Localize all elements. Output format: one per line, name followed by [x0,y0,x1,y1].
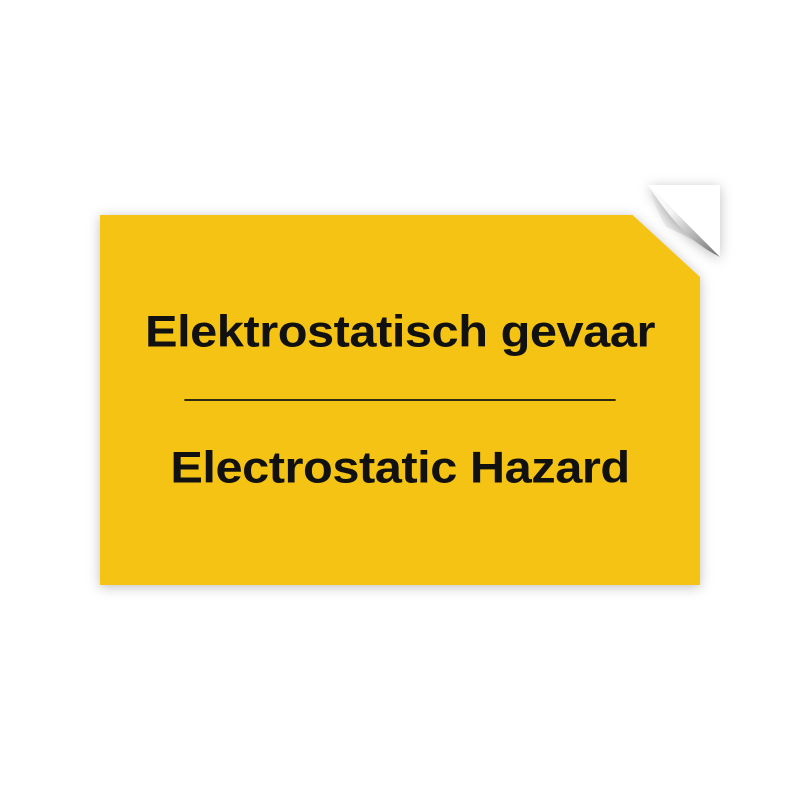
warning-text-dutch: Elektrostatisch gevaar [145,306,655,358]
divider-line [184,399,615,401]
warning-text-english: Electrostatic Hazard [170,442,629,494]
sign-background: Elektrostatisch gevaar Electrostatic Haz… [80,185,720,615]
warning-sign-sticker: Elektrostatisch gevaar Electrostatic Haz… [80,185,720,615]
